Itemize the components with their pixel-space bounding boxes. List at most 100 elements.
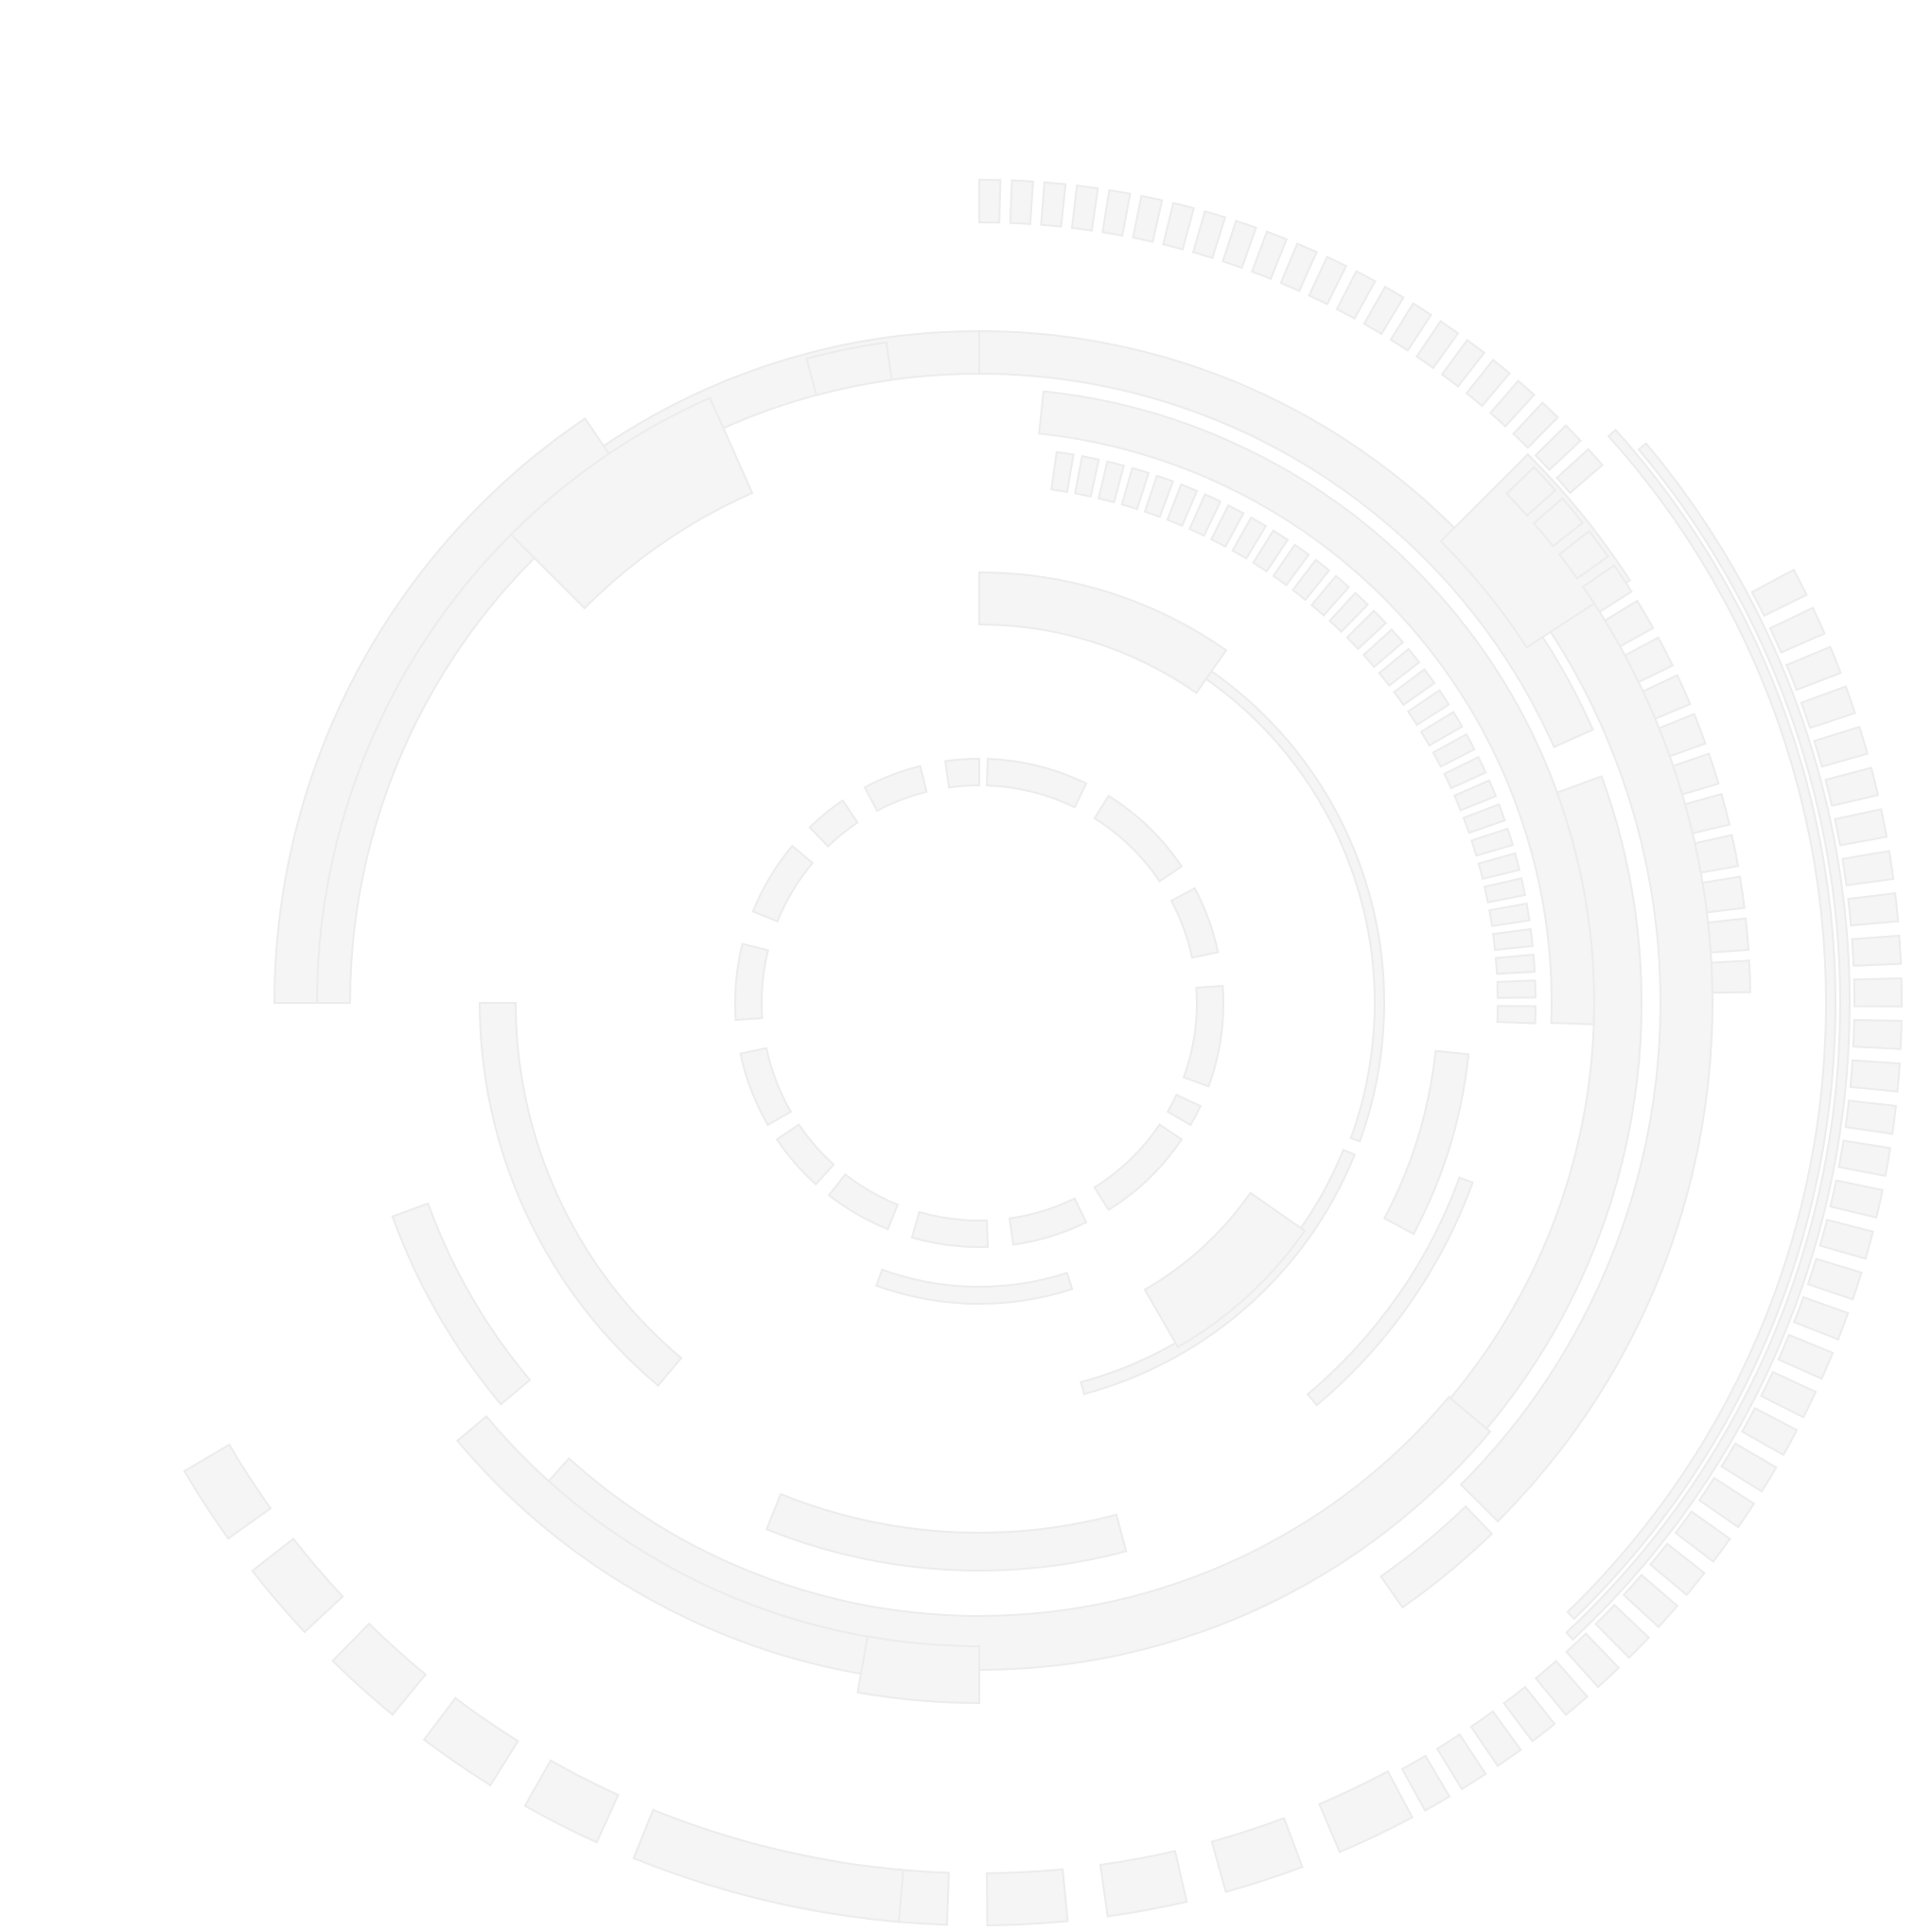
mid-tick [1166, 483, 1199, 528]
outer-right-tick [1851, 934, 1903, 967]
outer-right-tick [1622, 1573, 1679, 1629]
mid-tick [1252, 529, 1290, 573]
outer-top-tick [1465, 359, 1511, 408]
outer-right-tick [1648, 1542, 1706, 1597]
outer-right-tick [1594, 1603, 1650, 1660]
inner-arc [874, 1268, 1074, 1305]
outer-top-tick [1101, 188, 1132, 237]
outer-top-tick [1040, 181, 1067, 228]
outer-bottom-tick [1210, 1817, 1304, 1893]
inner-ring-segment [943, 757, 980, 789]
mid-right-thin-arc [1306, 1176, 1474, 1407]
right-tick [1710, 959, 1751, 994]
inner-thin-arc [1204, 670, 1385, 1143]
right-thin-arc-outer [1565, 442, 1851, 1642]
right-tick [1694, 834, 1740, 874]
mid-tick [1231, 516, 1268, 560]
outer-right-tick [1741, 1407, 1799, 1457]
mid-tick [1419, 711, 1464, 747]
inner-ring-segment [1093, 1123, 1184, 1212]
mid-tick [1272, 543, 1310, 587]
outer-top-tick [1362, 285, 1405, 336]
mid-arc-top [978, 571, 1228, 694]
outer-bottom-block [632, 1808, 905, 1923]
outer-top-tick [1279, 242, 1318, 292]
outer-top-tick [1070, 184, 1099, 232]
right-tick [1603, 599, 1655, 648]
outer-bottom-tick [1318, 1769, 1414, 1853]
outer-top-tick [1191, 210, 1227, 259]
outer-top-tick [1415, 320, 1460, 370]
right-tick [1658, 712, 1707, 758]
mid-tick [1494, 953, 1537, 975]
outer-right-tick [1674, 1510, 1731, 1563]
outer-top-tick [1162, 202, 1195, 251]
right-thin-arc [1566, 429, 1836, 1621]
outer-cross-block [856, 1635, 980, 1705]
outer-right-tick [1829, 1179, 1884, 1220]
right-tick [1532, 497, 1585, 548]
outer-bottom-tick [523, 1759, 620, 1844]
inner-ring-segment [808, 799, 859, 848]
outer-right-tick [1768, 606, 1826, 654]
outer-bottom-tick [251, 1537, 344, 1634]
outer-ring-top [978, 329, 1594, 748]
outer-top-notch [805, 341, 893, 396]
outer-right-tick [1697, 1476, 1756, 1529]
mid-tick [1309, 574, 1351, 617]
inner-ring-segment [734, 942, 770, 1022]
outer-right-tick [1853, 976, 1903, 1008]
mid-tick [1492, 927, 1535, 952]
mid-tick [1120, 466, 1150, 511]
outer-right-tick [1435, 1732, 1487, 1791]
inner-ring-segment [775, 1123, 835, 1186]
inner-ring-segment [751, 844, 815, 923]
outer-top-tick [978, 178, 1002, 224]
outer-ring-arc [456, 1414, 903, 1680]
right-tick [1701, 875, 1746, 914]
outer-top-tick [1308, 255, 1348, 306]
outer-right-tick [1534, 1660, 1590, 1716]
mid-tick [1406, 689, 1450, 727]
mid-tick [1443, 755, 1487, 790]
mid-tick [1328, 591, 1369, 634]
outer-right-tick [1806, 1257, 1863, 1301]
outer-left-block [509, 396, 754, 610]
outer-bottom-tick [422, 1696, 519, 1787]
mid-block [1143, 1191, 1307, 1349]
outer-right-tick [1469, 1710, 1522, 1767]
inner-ring-segment [985, 758, 1088, 809]
right-tick [1505, 465, 1557, 518]
outer-top-tick [1335, 270, 1377, 321]
mid-tick [1462, 802, 1506, 834]
right-big-arc [1449, 775, 1642, 1431]
outer-right-tick [1720, 1442, 1778, 1493]
mid-tick [1361, 627, 1405, 669]
inner-ring-segment [863, 764, 928, 813]
mid-tick [1483, 877, 1527, 904]
outer-top-tick [1534, 424, 1582, 471]
outer-arc-left-low [391, 1202, 532, 1406]
outer-top-tick [1555, 448, 1605, 495]
mid-tick [1452, 779, 1498, 812]
outer-top-tick [1251, 230, 1289, 280]
mid-tick [1477, 852, 1521, 881]
right-tick [1557, 530, 1609, 580]
inner-ring-segment [827, 1172, 900, 1231]
outer-bottom-tick [986, 1868, 1069, 1926]
mid-tick [1291, 558, 1331, 602]
outer-right-tick [1760, 1370, 1818, 1419]
right-tick [1672, 752, 1720, 796]
inner-ring-segment [1182, 984, 1224, 1088]
right-tick [1624, 636, 1675, 684]
mid-tick [1496, 979, 1537, 999]
mid-arc-bottom [764, 1492, 1128, 1572]
outer-top-tick [1132, 194, 1164, 243]
outer-top-tick [1389, 302, 1432, 352]
mid-tick [1074, 454, 1100, 499]
inner-ring-segment [739, 1046, 793, 1127]
inner-ring-segment [1166, 1093, 1203, 1127]
outer-right-tick [1834, 808, 1888, 847]
inner-ring-segment [910, 1210, 990, 1248]
